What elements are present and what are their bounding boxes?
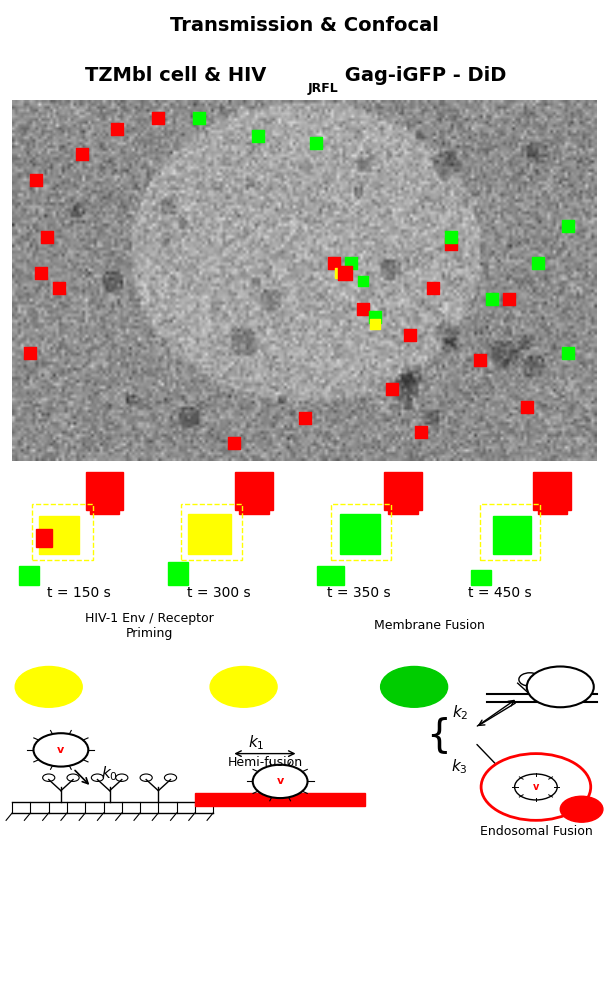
Circle shape (116, 774, 128, 782)
Circle shape (515, 774, 557, 800)
Point (504, 291, 514, 307)
Point (311, 135, 321, 151)
Point (77, 146, 87, 162)
Bar (19, 566, 39, 585)
Circle shape (481, 754, 591, 821)
Bar (195, 793, 365, 806)
Bar (389, 504, 418, 514)
Text: t = 300 s: t = 300 s (188, 586, 251, 599)
Bar (188, 514, 231, 553)
Circle shape (210, 666, 277, 707)
Bar (37, 529, 52, 547)
Bar (331, 504, 391, 560)
Point (37, 266, 46, 282)
Point (370, 309, 379, 325)
Point (153, 110, 163, 126)
Point (113, 121, 122, 137)
Point (358, 273, 368, 289)
Bar (340, 514, 380, 553)
Text: Endosomal Fusion: Endosomal Fusion (479, 825, 593, 838)
Point (563, 345, 572, 361)
Circle shape (140, 774, 152, 782)
Point (405, 327, 415, 343)
Circle shape (164, 774, 177, 782)
Circle shape (67, 774, 79, 782)
Bar (32, 504, 93, 560)
Bar (538, 504, 567, 514)
Bar (317, 566, 344, 585)
Point (329, 255, 339, 271)
Bar (235, 472, 273, 510)
Bar (471, 570, 491, 585)
Bar (181, 504, 242, 560)
Circle shape (381, 666, 448, 707)
Circle shape (253, 765, 308, 798)
Bar (384, 472, 422, 510)
Text: t = 350 s: t = 350 s (328, 586, 391, 599)
Point (387, 381, 397, 397)
Text: v: v (57, 744, 65, 755)
Point (30, 171, 40, 187)
Point (335, 266, 345, 282)
Bar (533, 472, 571, 510)
Bar (39, 516, 79, 553)
Circle shape (527, 666, 594, 707)
Text: {: { (426, 716, 451, 755)
Point (194, 110, 204, 126)
Circle shape (43, 774, 55, 782)
Point (522, 399, 532, 415)
Text: v: v (533, 782, 539, 792)
Point (54, 280, 64, 296)
Text: JRFL: JRFL (308, 82, 338, 94)
Bar (239, 504, 269, 514)
Text: $k_2$: $k_2$ (451, 703, 468, 722)
Circle shape (91, 774, 104, 782)
Point (446, 229, 456, 245)
Point (358, 302, 368, 318)
Point (417, 424, 426, 440)
Text: Hemi-fusion: Hemi-fusion (227, 757, 303, 770)
Text: v: v (276, 777, 284, 787)
Point (43, 229, 52, 245)
Text: t = 150 s: t = 150 s (48, 586, 111, 599)
Text: $k_1$: $k_1$ (247, 733, 264, 752)
Circle shape (519, 672, 541, 686)
Point (533, 255, 543, 271)
Text: t = 450 s: t = 450 s (468, 586, 531, 599)
Text: Gag-iGFP - DiD: Gag-iGFP - DiD (338, 66, 506, 84)
Point (347, 255, 356, 271)
Text: Transmission & Confocal: Transmission & Confocal (170, 16, 439, 34)
Bar (480, 504, 540, 560)
Circle shape (560, 797, 603, 823)
Point (487, 291, 496, 307)
Point (25, 345, 35, 361)
Point (230, 435, 239, 451)
Point (475, 352, 485, 368)
Point (446, 236, 456, 253)
Point (428, 280, 438, 296)
Bar (90, 504, 119, 514)
Circle shape (33, 733, 88, 767)
Point (563, 218, 572, 234)
Point (340, 266, 350, 282)
Text: TZMbl cell & HIV: TZMbl cell & HIV (85, 66, 267, 84)
Text: $k_0$: $k_0$ (101, 765, 118, 784)
Bar (168, 562, 188, 585)
Text: HIV-1 Env / Receptor
Priming: HIV-1 Env / Receptor Priming (85, 612, 214, 639)
Text: $k_3$: $k_3$ (451, 758, 468, 776)
Point (300, 410, 309, 426)
Point (370, 316, 379, 332)
Bar (86, 472, 124, 510)
Point (253, 128, 262, 144)
Circle shape (15, 666, 82, 707)
Text: Membrane Fusion: Membrane Fusion (374, 619, 485, 632)
Bar (493, 516, 531, 553)
